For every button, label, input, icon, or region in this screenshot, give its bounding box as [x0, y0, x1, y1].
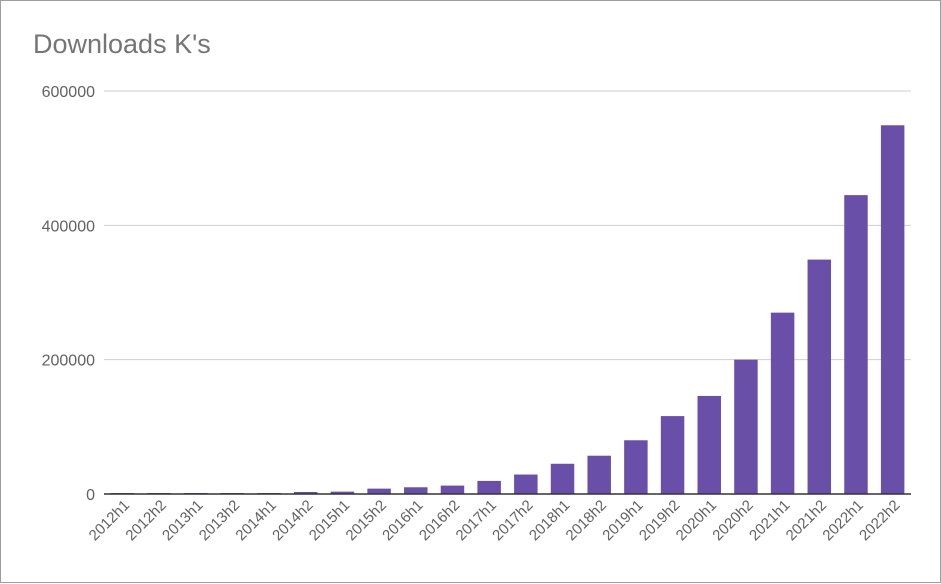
bar-2019h2	[660, 416, 685, 494]
bar-2021h1	[770, 312, 795, 494]
bar-2016h2	[440, 485, 465, 494]
bar-2020h2	[734, 359, 758, 494]
x-axis-ticks: 2012h12012h22013h12013h22014h12014h22015…	[86, 497, 904, 544]
bars	[110, 125, 905, 494]
bar-2018h2	[587, 455, 611, 494]
bar-2022h1	[844, 195, 868, 494]
y-tick-label: 600000	[42, 84, 95, 101]
bar-2015h2	[367, 488, 391, 494]
bar-2021h2	[807, 259, 832, 494]
y-tick-label: 0	[86, 487, 95, 504]
bar-2017h1	[477, 480, 501, 494]
bar-2019h1	[624, 440, 648, 494]
y-axis-ticks: 0 200000 400000 600000	[42, 84, 95, 504]
bar-2017h2	[514, 474, 538, 494]
chart-title: Downloads K's	[33, 29, 211, 59]
bar-2015h1	[330, 491, 355, 494]
bar-2020h1	[697, 395, 721, 494]
bar-2016h1	[404, 487, 428, 494]
y-tick-label: 400000	[42, 218, 95, 235]
bar-2022h2	[880, 125, 905, 494]
x-tick-label: 2022h2	[856, 497, 903, 544]
bar-2018h1	[550, 463, 575, 494]
y-tick-label: 200000	[42, 353, 95, 370]
bar-2014h2	[294, 491, 318, 494]
